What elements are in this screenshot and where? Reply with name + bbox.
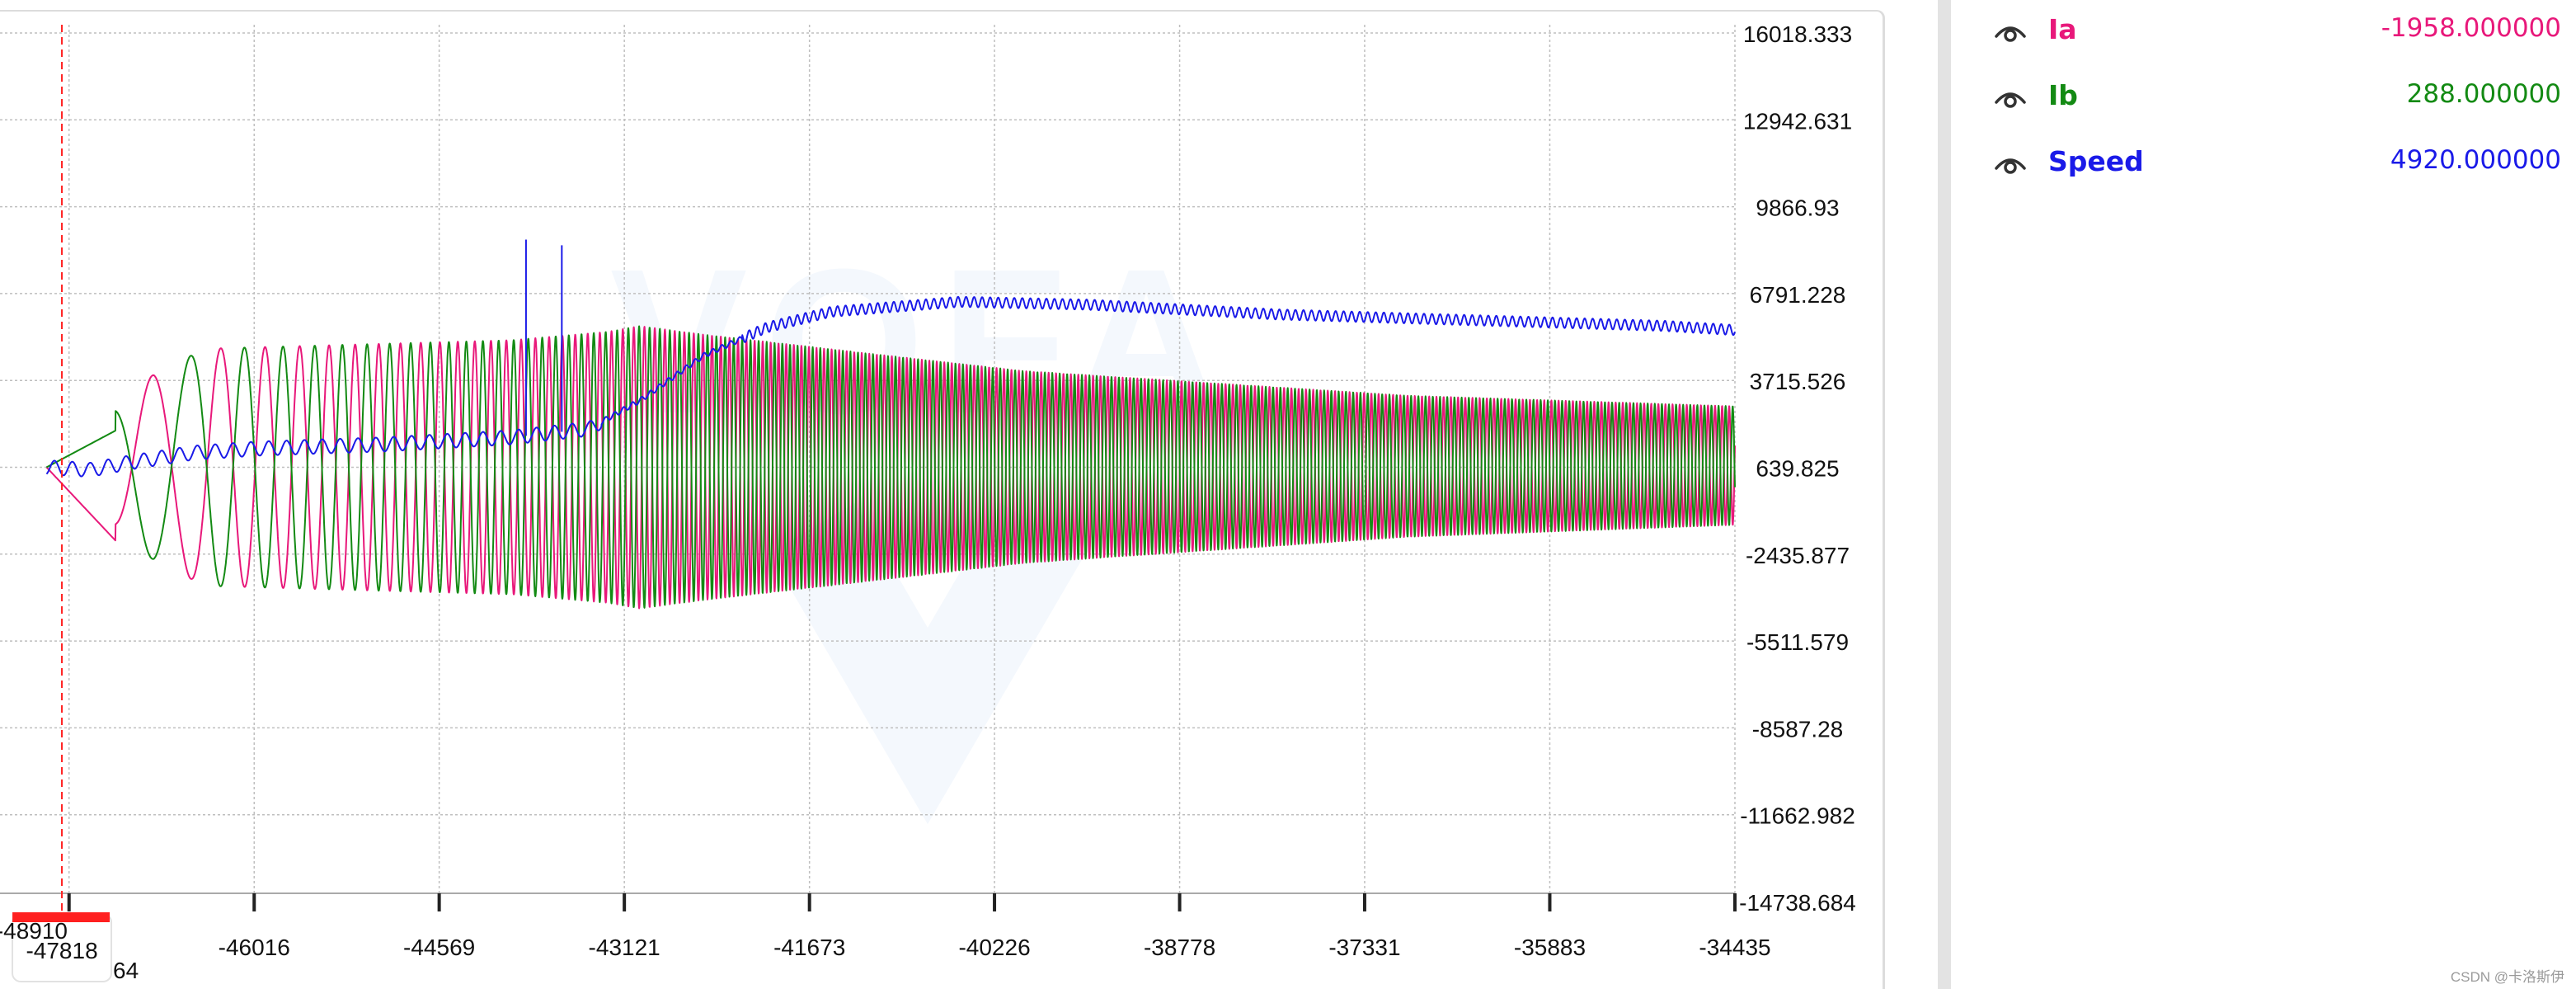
cursor-left-label: -48910	[0, 918, 68, 944]
watermark-chevron	[769, 502, 1086, 825]
cursor[interactable]: -47818-48910 64	[0, 25, 139, 983]
y-tick-label: -11662.982	[1740, 803, 1855, 829]
series-line-speed	[45, 295, 1736, 478]
y-tick-label: -5511.579	[1746, 629, 1849, 655]
eye-icon[interactable]	[1994, 150, 2027, 178]
cursor-partial-label: 64	[113, 958, 139, 983]
legend-name: Speed	[2048, 145, 2144, 177]
x-tick-label: -43121	[589, 935, 660, 960]
legend-item-speed[interactable]: Speed 4920.000000	[1951, 139, 2561, 188]
series-line-ib	[45, 325, 1736, 609]
y-tick-label: 6791.228	[1750, 282, 1846, 308]
panel-separator[interactable]	[1938, 0, 1951, 989]
x-tick-label: -34435	[1699, 935, 1770, 960]
series-line-ia	[45, 326, 1736, 610]
legend-panel: Ia -1958.000000 Ib 288.000000 Speed 4920…	[1951, 0, 2576, 989]
y-tick-label: 12942.631	[1743, 108, 1852, 134]
x-tick-label: -41673	[773, 935, 845, 960]
eye-icon[interactable]	[1994, 18, 2027, 46]
legend-value: -1958.000000	[2381, 13, 2561, 43]
eye-icon[interactable]	[1994, 84, 2027, 112]
y-tick-label: 639.825	[1756, 456, 1839, 482]
cursor-marker-bar	[12, 912, 110, 922]
x-axis: -46016 -44569 -43121 -41673 -40226 -38778 -373…	[0, 892, 1771, 960]
x-tick-label: -38778	[1144, 935, 1215, 960]
y-tick-label: 3715.526	[1750, 369, 1846, 394]
x-tick-label: -35883	[1514, 935, 1586, 960]
y-tick-label: -14738.684	[1739, 890, 1856, 916]
y-tick-label: 16018.333	[1743, 21, 1852, 47]
credit-text: CSDN @卡洛斯伊	[2450, 969, 2564, 985]
legend-value: 288.000000	[2406, 79, 2561, 109]
x-tick-label: -37331	[1328, 935, 1400, 960]
y-tick-label: -2435.877	[1746, 543, 1850, 568]
x-tick-label: -40226	[958, 935, 1030, 960]
legend-name: Ib	[2048, 79, 2078, 111]
legend-value: 4920.000000	[2390, 145, 2561, 175]
x-tick-label: -44569	[403, 935, 475, 960]
legend-item-ib[interactable]: Ib 288.000000	[1951, 73, 2561, 122]
y-tick-label: 9866.93	[1756, 195, 1839, 221]
x-tick-label: -46016	[219, 935, 290, 960]
legend-name: Ia	[2048, 13, 2077, 45]
y-tick-label: -8587.28	[1752, 716, 1844, 742]
y-axis: 16018.333 12942.631 9866.93 6791.228 3715.52…	[1739, 21, 1856, 916]
cursor-label: -47818	[26, 938, 97, 963]
chart[interactable]: VOFA -46016 -44569 -43121 -41673 -40226 -3877…	[0, 0, 1897, 989]
legend-item-ia[interactable]: Ia -1958.000000	[1951, 7, 2561, 56]
series-layer	[45, 239, 1736, 610]
